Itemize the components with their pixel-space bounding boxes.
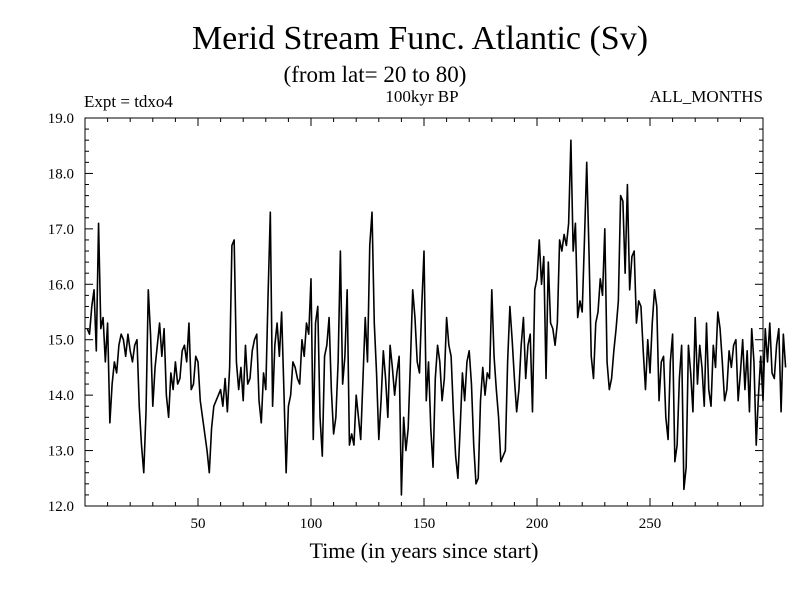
y-tick-label: 18.0: [48, 166, 74, 182]
x-tick-label: 250: [639, 516, 662, 532]
x-tick-label: 50: [191, 516, 206, 532]
y-tick-label: 15.0: [48, 333, 74, 349]
experiment-label: Expt = tdxo4: [84, 92, 173, 111]
y-tick-label: 17.0: [48, 222, 74, 238]
x-axis-label: Time (in years since start): [310, 538, 539, 563]
series-group: [86, 139, 787, 496]
y-tick-label: 12.0: [48, 499, 74, 515]
y-tick-label: 14.0: [48, 388, 74, 404]
y-axis: 12.0 13.0 14.0 15.0 16.0 17.0 18.0 19.0: [48, 111, 763, 515]
series-line: [86, 139, 787, 496]
period-label: 100kyr BP: [385, 87, 458, 106]
y-tick-label: 13.0: [48, 444, 74, 460]
x-tick-label: 200: [526, 516, 549, 532]
x-axis: 50 100 150 200 250: [107, 118, 741, 532]
chart-title: Merid Stream Func. Atlantic (Sv): [192, 20, 648, 57]
months-label: ALL_MONTHS: [650, 87, 763, 106]
chart-subtitle: (from lat= 20 to 80): [284, 62, 467, 87]
y-tick-label: 16.0: [48, 277, 74, 293]
x-tick-label: 100: [300, 516, 323, 532]
y-tick-label: 19.0: [48, 111, 74, 127]
x-tick-label: 150: [413, 516, 436, 532]
